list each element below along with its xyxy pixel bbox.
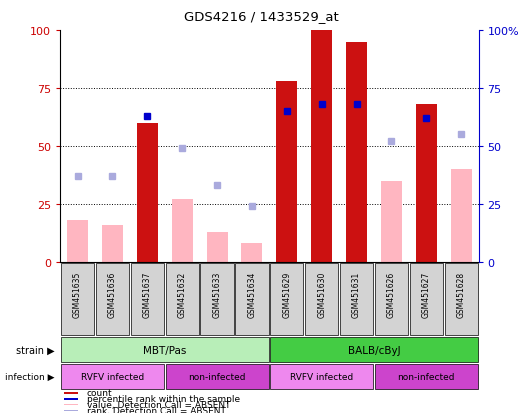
- Text: GSM451635: GSM451635: [73, 271, 82, 318]
- Text: GSM451626: GSM451626: [387, 271, 396, 317]
- Text: count: count: [86, 389, 112, 397]
- Bar: [137, 123, 158, 262]
- Bar: [166, 264, 199, 335]
- Bar: [445, 264, 477, 335]
- Text: GSM451632: GSM451632: [178, 271, 187, 317]
- Bar: [270, 338, 477, 362]
- Bar: [375, 365, 477, 389]
- Bar: [200, 264, 234, 335]
- Bar: [346, 43, 367, 262]
- Bar: [305, 264, 338, 335]
- Text: GDS4216 / 1433529_at: GDS4216 / 1433529_at: [184, 10, 339, 23]
- Bar: [61, 338, 268, 362]
- Text: value, Detection Call = ABSENT: value, Detection Call = ABSENT: [86, 400, 230, 409]
- Text: strain ▶: strain ▶: [16, 345, 55, 355]
- Bar: [61, 365, 164, 389]
- Bar: [64, 392, 78, 394]
- Text: GSM451630: GSM451630: [317, 271, 326, 318]
- Bar: [451, 170, 472, 262]
- Text: MBT/Pas: MBT/Pas: [143, 345, 186, 355]
- Bar: [166, 365, 268, 389]
- Text: RVFV infected: RVFV infected: [81, 373, 144, 381]
- Text: GSM451636: GSM451636: [108, 271, 117, 318]
- Text: non-infected: non-infected: [188, 373, 246, 381]
- Bar: [64, 410, 78, 411]
- Text: rank, Detection Call = ABSENT: rank, Detection Call = ABSENT: [86, 406, 225, 413]
- Text: non-infected: non-infected: [397, 373, 455, 381]
- Bar: [96, 264, 129, 335]
- Bar: [375, 264, 408, 335]
- Text: GSM451629: GSM451629: [282, 271, 291, 317]
- Bar: [102, 225, 123, 262]
- Text: GSM451634: GSM451634: [247, 271, 256, 318]
- Text: GSM451633: GSM451633: [212, 271, 222, 318]
- Bar: [311, 31, 332, 262]
- Bar: [64, 398, 78, 399]
- Bar: [270, 264, 303, 335]
- Bar: [64, 404, 78, 406]
- Text: BALB/cByJ: BALB/cByJ: [348, 345, 400, 355]
- Bar: [61, 264, 94, 335]
- Bar: [276, 82, 297, 262]
- Bar: [235, 264, 268, 335]
- Bar: [270, 365, 373, 389]
- Text: percentile rank within the sample: percentile rank within the sample: [86, 394, 240, 404]
- Text: RVFV infected: RVFV infected: [290, 373, 353, 381]
- Bar: [67, 221, 88, 262]
- Bar: [381, 181, 402, 262]
- Text: GSM451637: GSM451637: [143, 271, 152, 318]
- Bar: [172, 200, 192, 262]
- Text: GSM451631: GSM451631: [352, 271, 361, 317]
- Bar: [242, 244, 263, 262]
- Bar: [416, 105, 437, 262]
- Bar: [207, 232, 228, 262]
- Bar: [131, 264, 164, 335]
- Bar: [410, 264, 443, 335]
- Bar: [340, 264, 373, 335]
- Text: infection ▶: infection ▶: [5, 373, 55, 381]
- Text: GSM451627: GSM451627: [422, 271, 431, 317]
- Text: GSM451628: GSM451628: [457, 271, 465, 317]
